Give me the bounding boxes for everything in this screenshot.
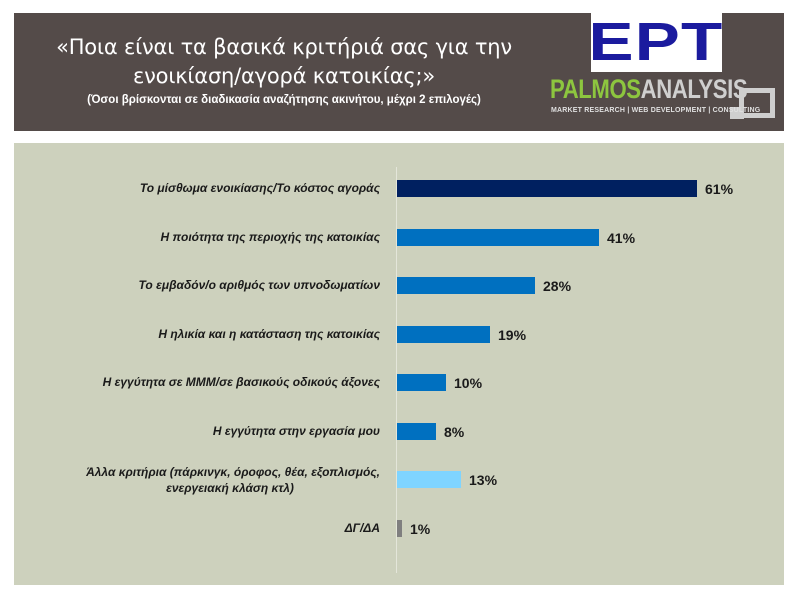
bar (397, 277, 535, 294)
category-label: Η εγγύτητα σε ΜΜΜ/σε βασικούς οδικούς άξ… (102, 375, 380, 389)
bar (397, 520, 402, 537)
chart-subtitle: (Όσοι βρίσκονται σε διαδικασία αναζήτηση… (87, 94, 481, 106)
ert-logo-text: ΕΡΤ (588, 12, 725, 72)
bar (397, 471, 461, 488)
bar (397, 180, 697, 197)
bar-chart: Το μίσθωμα ενοικίασης/Το κόστος αγοράς 61… (14, 143, 784, 585)
palmos-analysis-logo: PALMOSANALYSIS (550, 74, 748, 104)
value-label: 13% (469, 472, 498, 488)
chart-title: «Ποια είναι τα βασικά κριτήριά σας για τ… (14, 33, 554, 91)
value-label: 10% (454, 375, 483, 391)
value-label: 1% (410, 521, 431, 537)
palmos-logo-part2: ANALYSIS (640, 74, 748, 104)
value-label: 28% (543, 278, 572, 294)
bar (397, 326, 490, 343)
bar (397, 374, 446, 391)
value-label: 8% (444, 424, 465, 440)
bar (397, 229, 599, 246)
ert-logo: ΕΡΤ (588, 12, 725, 72)
palmos-square-icon (730, 88, 775, 119)
category-label: Το εμβαδόν/ο αριθμός των υπνοδωματίων (138, 278, 380, 292)
category-label: Η ηλικία και η κατάσταση της κατοικίας (158, 327, 380, 341)
category-label: Το μίσθωμα ενοικίασης/Το κόστος αγοράς (139, 181, 380, 195)
category-label: Η εγγύτητα στην εργασία μου (212, 424, 380, 438)
value-label: 19% (498, 327, 527, 343)
value-label: 41% (607, 230, 636, 246)
category-axis-line (396, 167, 397, 573)
palmos-logo-part1: PALMOS (550, 74, 641, 104)
category-label: Η ποιότητα της περιοχής της κατοικίας (160, 230, 380, 244)
title-line-1: «Ποια είναι τα βασικά κριτήριά σας για τ… (56, 35, 512, 59)
value-label: 61% (705, 181, 734, 197)
bar (397, 423, 436, 440)
category-label: ΔΓ/ΔΑ (344, 521, 380, 535)
palmos-tagline: MARKET RESEARCH | WEB DEVELOPMENT | CONS… (551, 107, 761, 114)
category-label: Άλλα κριτήρια (πάρκινγκ, όροφος, θέα, εξ… (86, 465, 380, 495)
title-line-2: ενοικίαση/αγορά κατοικίας;» (132, 64, 435, 88)
